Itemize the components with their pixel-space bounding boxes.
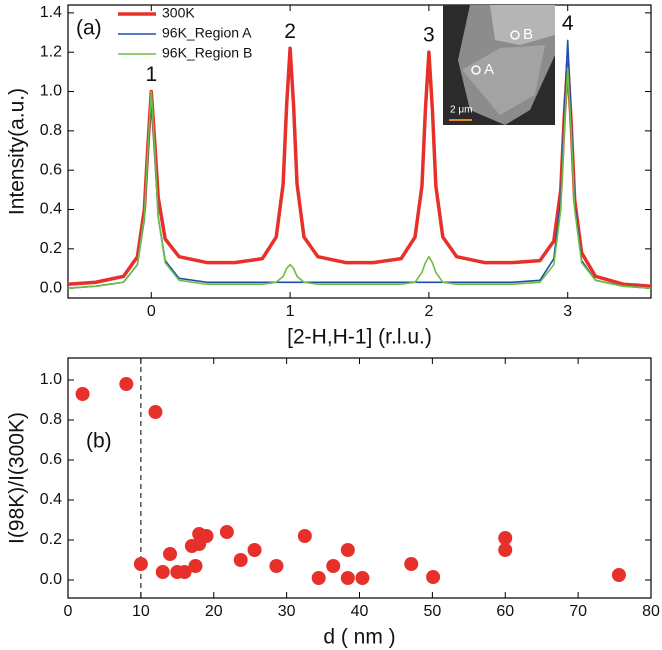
y-tick-label: 0.4 <box>40 201 62 218</box>
x-tick-label: 40 <box>351 603 369 620</box>
x-tick-label: 2 <box>424 303 433 320</box>
scatter-point <box>404 557 419 571</box>
scatter-point <box>133 557 148 571</box>
y-tick-label: 1.4 <box>40 4 62 21</box>
y-tick-label: 0.4 <box>40 491 62 508</box>
x-tick-label: 0 <box>147 303 156 320</box>
scatter-point <box>163 547 178 561</box>
legend-label: 300K <box>162 5 195 21</box>
scatter-point <box>199 529 214 543</box>
x-axis-label: d ( nm ) <box>323 626 395 649</box>
x-axis-label: [2-H,H-1] (r.l.u.) <box>287 326 432 349</box>
x-tick-label: 80 <box>642 603 660 620</box>
scatter-point <box>498 531 513 545</box>
y-tick-label: 0.6 <box>40 161 62 178</box>
scatter-point <box>269 559 284 573</box>
plot-frame <box>67 357 652 599</box>
scatter-point <box>326 559 341 573</box>
x-tick-label: 50 <box>423 603 441 620</box>
y-axis-label: I(98K)/I(300K) <box>6 412 29 544</box>
peak-label: 1 <box>145 63 157 86</box>
scatter-point <box>233 553 248 567</box>
x-tick-label: 20 <box>205 603 223 620</box>
scatter-point <box>311 571 326 585</box>
y-tick-label: 0.6 <box>40 451 62 468</box>
scatter-point <box>340 543 355 557</box>
scatter-point <box>75 387 90 401</box>
y-tick-label: 1.0 <box>40 83 62 100</box>
y-tick-label: 0.0 <box>40 571 62 588</box>
scatter-point <box>219 525 234 539</box>
scatter-point <box>119 377 134 391</box>
scatter-point <box>188 559 203 573</box>
peak-label: 3 <box>423 24 435 47</box>
x-tick-label: 10 <box>132 603 150 620</box>
scatter-point <box>247 543 262 557</box>
scatter-point <box>611 568 626 582</box>
scatter-point <box>148 405 163 419</box>
x-tick-label: 70 <box>569 603 587 620</box>
y-tick-label: 0.8 <box>40 411 62 428</box>
x-tick-label: 60 <box>496 603 514 620</box>
inset-image: A B 2 μm <box>443 5 555 125</box>
y-tick-label: 0.2 <box>40 531 62 548</box>
inset-grain <box>490 5 555 45</box>
legend-label: 96K_Region A <box>162 25 252 41</box>
inset-grain <box>462 45 545 115</box>
y-tick-label: 0.2 <box>40 240 62 257</box>
x-tick-label: 0 <box>64 603 73 620</box>
peak-label: 4 <box>562 12 574 35</box>
panel-label: (b) <box>86 430 112 453</box>
region-marker <box>471 65 481 75</box>
scatter-point <box>340 571 355 585</box>
inset-label: B <box>523 26 533 43</box>
scatter-point <box>426 570 441 584</box>
y-axis-label: Intensity(a.u.) <box>6 88 29 215</box>
panel-label: (a) <box>76 17 102 40</box>
plot-frame <box>67 4 652 299</box>
legend-label: 96K_Region B <box>162 45 252 61</box>
scatter-point <box>498 543 513 557</box>
scatter-point <box>297 529 312 543</box>
scatter-point <box>155 565 170 579</box>
scatter-point <box>177 565 192 579</box>
y-tick-label: 1.2 <box>40 43 62 60</box>
y-tick-label: 1.0 <box>40 371 62 388</box>
region-marker <box>510 30 520 40</box>
x-tick-label: 3 <box>563 303 572 320</box>
x-tick-label: 1 <box>286 303 295 320</box>
inset-label: A <box>484 61 494 78</box>
scatter-point <box>355 571 370 585</box>
scale-bar-label: 2 μm <box>450 105 472 116</box>
y-tick-label: 0.0 <box>40 279 62 296</box>
x-tick-label: 30 <box>278 603 296 620</box>
y-tick-label: 0.8 <box>40 122 62 139</box>
series-line <box>67 67 652 289</box>
peak-label: 2 <box>284 20 296 43</box>
